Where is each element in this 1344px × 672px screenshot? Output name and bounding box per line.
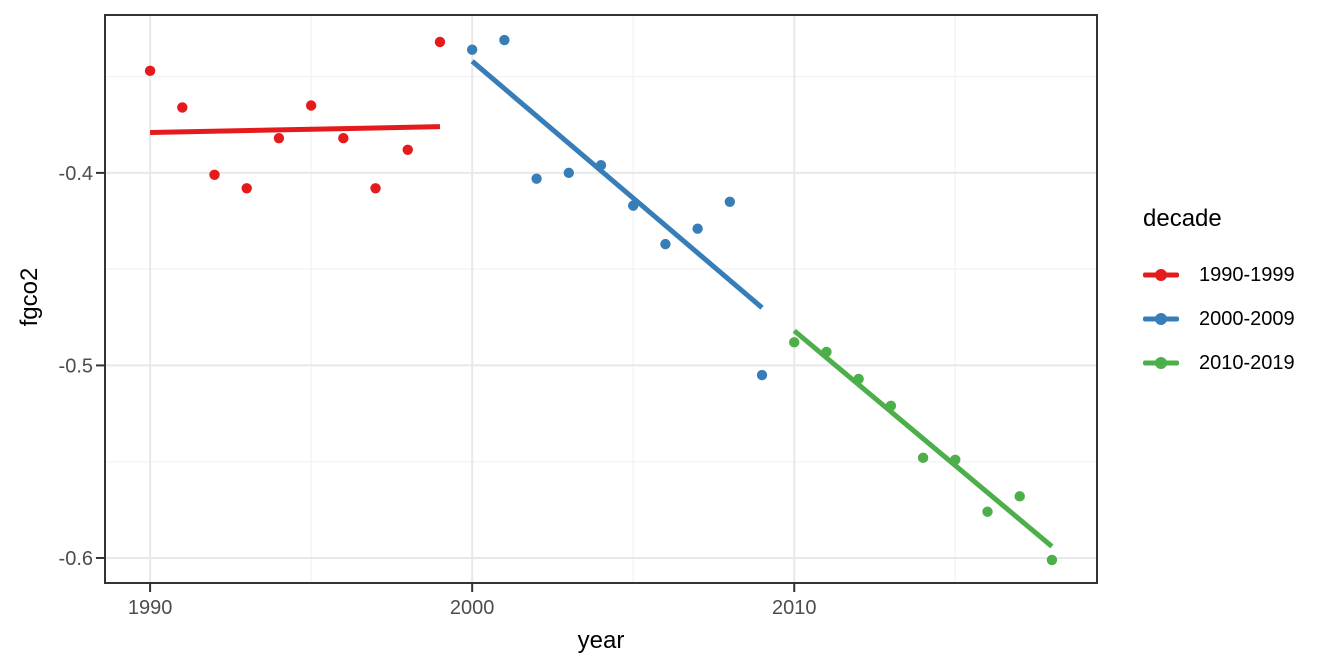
trend-line <box>150 124 441 135</box>
data-point <box>1014 491 1025 502</box>
legend-item: 1990-1999 <box>1143 260 1295 290</box>
data-point <box>305 100 317 111</box>
y-tick-label: -0.4 <box>59 163 93 185</box>
x-tick-label: 1990 <box>128 597 173 619</box>
data-point <box>273 133 285 144</box>
data-point <box>660 238 671 250</box>
panel-border <box>104 14 1098 584</box>
legend-item: 2010-2019 <box>1143 348 1295 378</box>
y-axis-title: fgco2 <box>16 267 43 327</box>
legend-key-icon <box>1143 260 1179 290</box>
legend: decade 1990-1999 2000-2009 2010-2019 <box>1143 204 1295 392</box>
legend-key-dot <box>1155 269 1167 281</box>
legend-items: 1990-1999 2000-2009 2010-2019 <box>1143 260 1295 378</box>
legend-item-label: 2000-2009 <box>1199 307 1295 330</box>
data-point <box>209 169 220 181</box>
legend-key-icon <box>1143 304 1179 334</box>
data-point <box>982 506 993 517</box>
data-point <box>177 102 188 113</box>
legend-key-icon <box>1143 348 1179 378</box>
legend-item: 2000-2009 <box>1143 304 1295 334</box>
y-tick-label: -0.5 <box>59 355 93 377</box>
legend-key-dot <box>1155 313 1167 325</box>
x-tick-label: 2010 <box>772 597 817 619</box>
trend-line <box>470 59 764 310</box>
data-point <box>756 369 768 381</box>
data-point <box>144 65 156 77</box>
data-point <box>1046 554 1058 566</box>
data-point <box>563 167 574 179</box>
legend-key-dot <box>1155 357 1167 369</box>
y-tick-label: -0.6 <box>59 548 93 570</box>
data-point <box>241 183 252 194</box>
legend-item-label: 2010-2019 <box>1199 351 1295 374</box>
data-point <box>724 196 736 207</box>
data-point <box>531 173 542 184</box>
x-tick-label: 2000 <box>450 597 495 619</box>
data-point <box>434 36 446 48</box>
data-point <box>370 183 381 194</box>
data-point <box>466 44 478 55</box>
legend-title: decade <box>1143 205 1222 232</box>
legend-item-label: 1990-1999 <box>1199 263 1295 286</box>
trend-line <box>792 328 1054 549</box>
data-point <box>499 34 510 46</box>
data-point <box>402 144 413 155</box>
x-axis-title: year <box>577 627 625 654</box>
data-point <box>338 133 349 144</box>
data-point <box>917 452 929 464</box>
data-point <box>692 223 703 234</box>
data-point <box>789 337 800 348</box>
